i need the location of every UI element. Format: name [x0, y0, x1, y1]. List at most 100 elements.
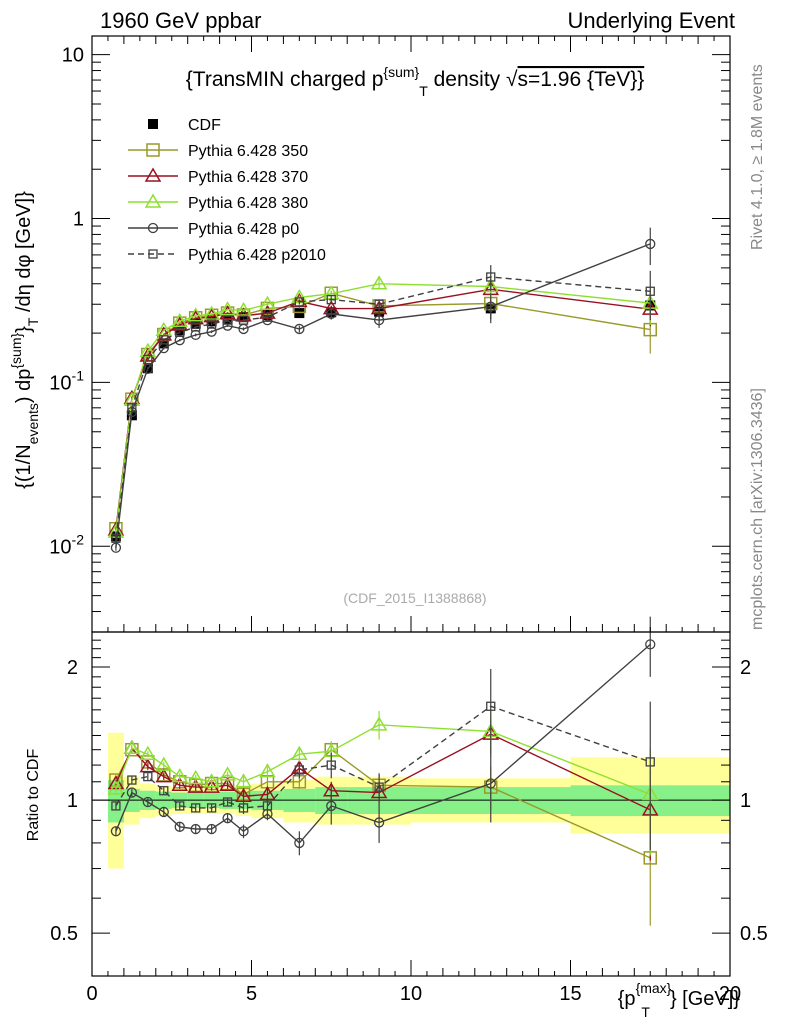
ratio-point-p380 [370, 716, 388, 731]
ratio-point-p0 [373, 817, 385, 828]
tick-base: 10 [49, 536, 71, 558]
legend-label-p380: Pythia 6.428 380 [188, 195, 308, 212]
main-point-p380 [171, 312, 189, 328]
ratio-y-tick-label-left: 2 [67, 657, 78, 679]
ratio-point-p380 [123, 739, 141, 754]
ratio-point-p0 [222, 813, 233, 824]
data-series-layer [107, 227, 659, 926]
x-tick-label: 20 [719, 983, 741, 1005]
tick-exponent: -2 [72, 531, 85, 547]
main-point-p2010 [175, 327, 185, 338]
main-point-p2010 [294, 297, 305, 307]
ratio-point-p370 [171, 776, 189, 792]
main-point-p370 [203, 308, 220, 323]
main-point-p0 [142, 363, 153, 375]
main-y-tick-label: 10-2 [49, 531, 84, 558]
main-point-p380 [187, 307, 204, 322]
main-point-p380 [235, 301, 252, 317]
ratio-point-p380 [155, 756, 173, 771]
ratio-point-p0 [142, 796, 153, 808]
main-point-p0 [174, 335, 185, 346]
legend-marker-p350 [146, 143, 160, 157]
chart-title: {TransMIN charged p{sum}T density √s=1.9… [186, 64, 644, 99]
main-series-p380 [107, 275, 659, 538]
main-point-p0 [326, 308, 337, 320]
x-tick-label: 0 [86, 983, 97, 1005]
ratio-y-tick-label-right: 0.5 [740, 923, 768, 945]
ratio-point-p380 [187, 769, 204, 785]
ratio-series-p2010 [111, 668, 655, 851]
ratio-point-p0 [485, 778, 496, 789]
ratio-point-p370 [187, 778, 204, 793]
main-point-p2010 [238, 315, 249, 325]
ratio-point-p0 [645, 639, 656, 650]
legend-marker-cdf [148, 119, 158, 129]
main-point-p380 [370, 275, 388, 290]
ratio-y-tick-label-right: 1 [740, 790, 751, 812]
main-y-tick-label: 10 [62, 45, 84, 67]
main-point-p380 [203, 305, 220, 320]
main-point-p380 [139, 342, 157, 357]
ratio-point-p380 [259, 763, 276, 778]
ratio-point-p2010 [206, 803, 217, 813]
ratio-point-p2010 [159, 786, 169, 796]
ratio-point-p2010 [111, 801, 121, 811]
main-point-p2010 [486, 272, 496, 282]
legend-marker-p380 [144, 193, 162, 208]
rivet-label: Rivet 4.1.0, ≥ 1.8M events [749, 64, 766, 250]
y-axis-label-main: {(1/Nevents) dp{sum}}T /dη dφ [GeV]} [8, 191, 41, 489]
ratio-y-tick-label-left: 0.5 [50, 923, 78, 945]
ratio-point-p380 [139, 745, 157, 760]
main-point-p0 [110, 542, 122, 553]
ratio-point-p2010 [294, 765, 305, 775]
ratio-point-p2010 [374, 782, 384, 792]
main-y-tick-label: 10-1 [49, 367, 84, 394]
ratio-point-p0 [190, 823, 201, 835]
main-point-p0 [373, 314, 385, 326]
ratio-y-tick-label-left: 1 [67, 790, 78, 812]
ratio-point-p370 [259, 785, 276, 801]
main-point-p380 [219, 301, 236, 316]
legend-label-p350: Pythia 6.428 350 [188, 143, 308, 160]
main-point-p2010 [374, 299, 384, 309]
ratio-point-p2010 [645, 757, 655, 767]
ratio-point-p370 [139, 758, 157, 773]
main-point-p0 [645, 238, 656, 250]
tick-exponent: -1 [72, 367, 85, 383]
ratio-point-p2010 [127, 775, 137, 785]
main-point-p0 [294, 323, 305, 335]
main-point-p2010 [206, 319, 217, 329]
main-point-p2010 [111, 533, 121, 543]
ratio-point-p370 [219, 776, 236, 792]
ratio-point-p0 [158, 806, 169, 818]
main-point-p2010 [143, 354, 153, 365]
ratio-point-p0 [206, 823, 217, 835]
legend-marker-p2010 [148, 249, 158, 259]
ratio-point-p380 [171, 768, 189, 783]
main-point-p370 [219, 305, 236, 320]
ratio-point-p380 [219, 766, 236, 781]
ratio-point-p0 [294, 837, 305, 849]
main-point-p2010 [222, 315, 233, 325]
ratio-point-p2010 [326, 760, 336, 770]
ratio-point-p380 [107, 780, 125, 795]
main-point-p2010 [127, 403, 137, 413]
main-series-p2010 [111, 265, 655, 543]
ratio-point-p380 [203, 773, 220, 788]
main-point-p2010 [159, 335, 169, 345]
main-point-p2010 [645, 286, 655, 296]
main-y-tick-label: 1 [73, 209, 84, 231]
main-point-p2010 [326, 294, 336, 305]
ratio-point-p0 [126, 787, 138, 798]
ratio-point-p370 [155, 768, 173, 783]
ratio-point-p2010 [222, 797, 233, 807]
main-point-p0 [485, 301, 496, 312]
header-right: Underlying Event [567, 8, 735, 33]
legend-label-p0: Pythia 6.428 p0 [188, 221, 299, 238]
legend-label-p2010: Pythia 6.428 p2010 [188, 247, 326, 264]
main-point-p380 [482, 277, 500, 293]
ratio-point-p380 [235, 773, 252, 788]
